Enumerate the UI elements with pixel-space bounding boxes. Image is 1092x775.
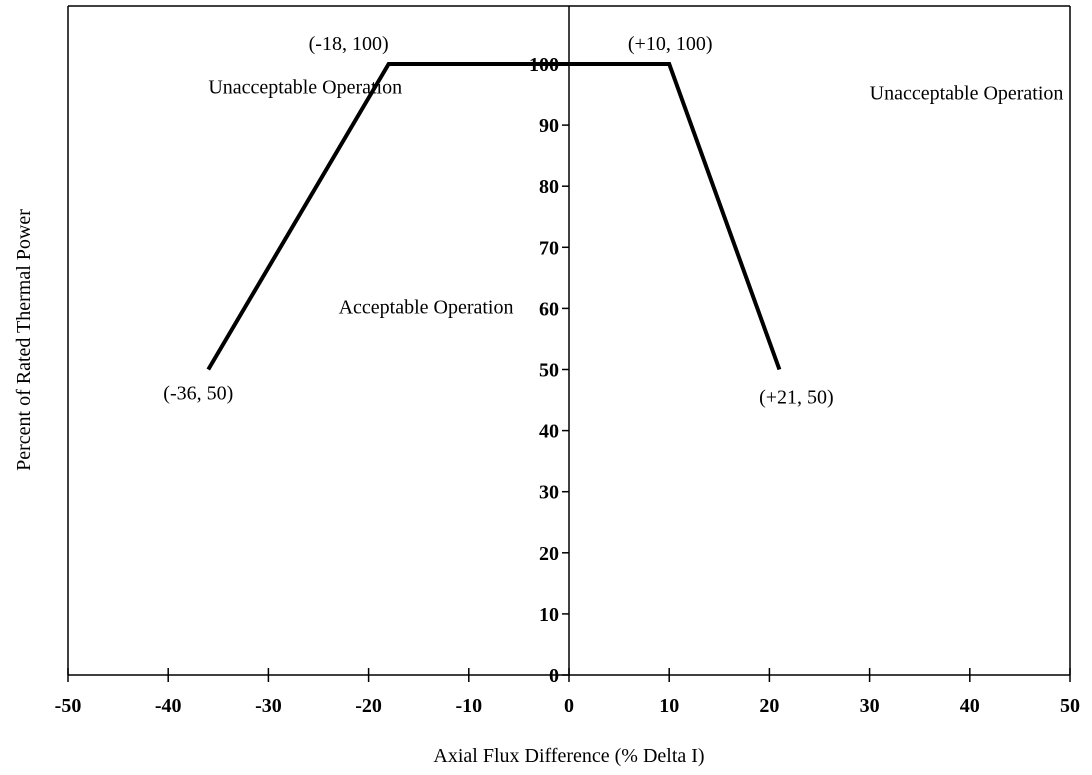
y-tick-label: 90: [539, 115, 559, 137]
series-layer: [206, 62, 782, 371]
y-tick-label: 70: [539, 237, 559, 259]
x-tick-label: -20: [355, 695, 382, 717]
x-tick-label: -10: [455, 695, 482, 717]
point-label: (-18, 100): [309, 33, 389, 55]
y-tick-label: 30: [539, 482, 559, 504]
point-label: (+21, 50): [759, 387, 834, 409]
y-tick-label: 60: [539, 298, 559, 320]
point-label: (-36, 50): [163, 383, 233, 405]
point-label: (+10, 100): [628, 33, 713, 55]
y-tick-label: 80: [539, 176, 559, 198]
region-annotation: Unacceptable Operation: [208, 76, 402, 98]
labels-layer: (-36, 50) (-18, 100) (+10, 100) (+21, 50) Un…: [163, 33, 1063, 409]
y-tick-label: 40: [539, 421, 559, 443]
x-axis-title: Axial Flux Difference (% Delta I): [433, 745, 704, 767]
ticks-layer: -50 -40 -30 -20 -10 0 10 20 30 40 50 0 10 20 30 40 50 60 7…: [55, 54, 1080, 717]
y-tick-label: 0: [549, 665, 559, 687]
limit-line: [206, 62, 782, 371]
x-tick-label: 40: [960, 695, 980, 717]
y-axis-title: Percent of Rated Thermal Power: [13, 209, 35, 471]
region-annotation: Acceptable Operation: [339, 296, 514, 318]
x-tick-label: -50: [55, 695, 82, 717]
y-tick-label: 10: [539, 604, 559, 626]
x-tick-label: -40: [155, 695, 182, 717]
x-tick-label: -30: [255, 695, 282, 717]
x-tick-label: 30: [860, 695, 880, 717]
x-tick-label: 20: [759, 695, 779, 717]
y-tick-label: 20: [539, 543, 559, 565]
region-annotation: Unacceptable Operation: [870, 83, 1064, 105]
x-tick-label: 10: [659, 695, 679, 717]
x-tick-label: 0: [564, 695, 574, 717]
y-tick-label: 50: [539, 360, 559, 382]
x-tick-label: 50: [1060, 695, 1080, 717]
plot-frame-layer: [67, 5, 1071, 676]
